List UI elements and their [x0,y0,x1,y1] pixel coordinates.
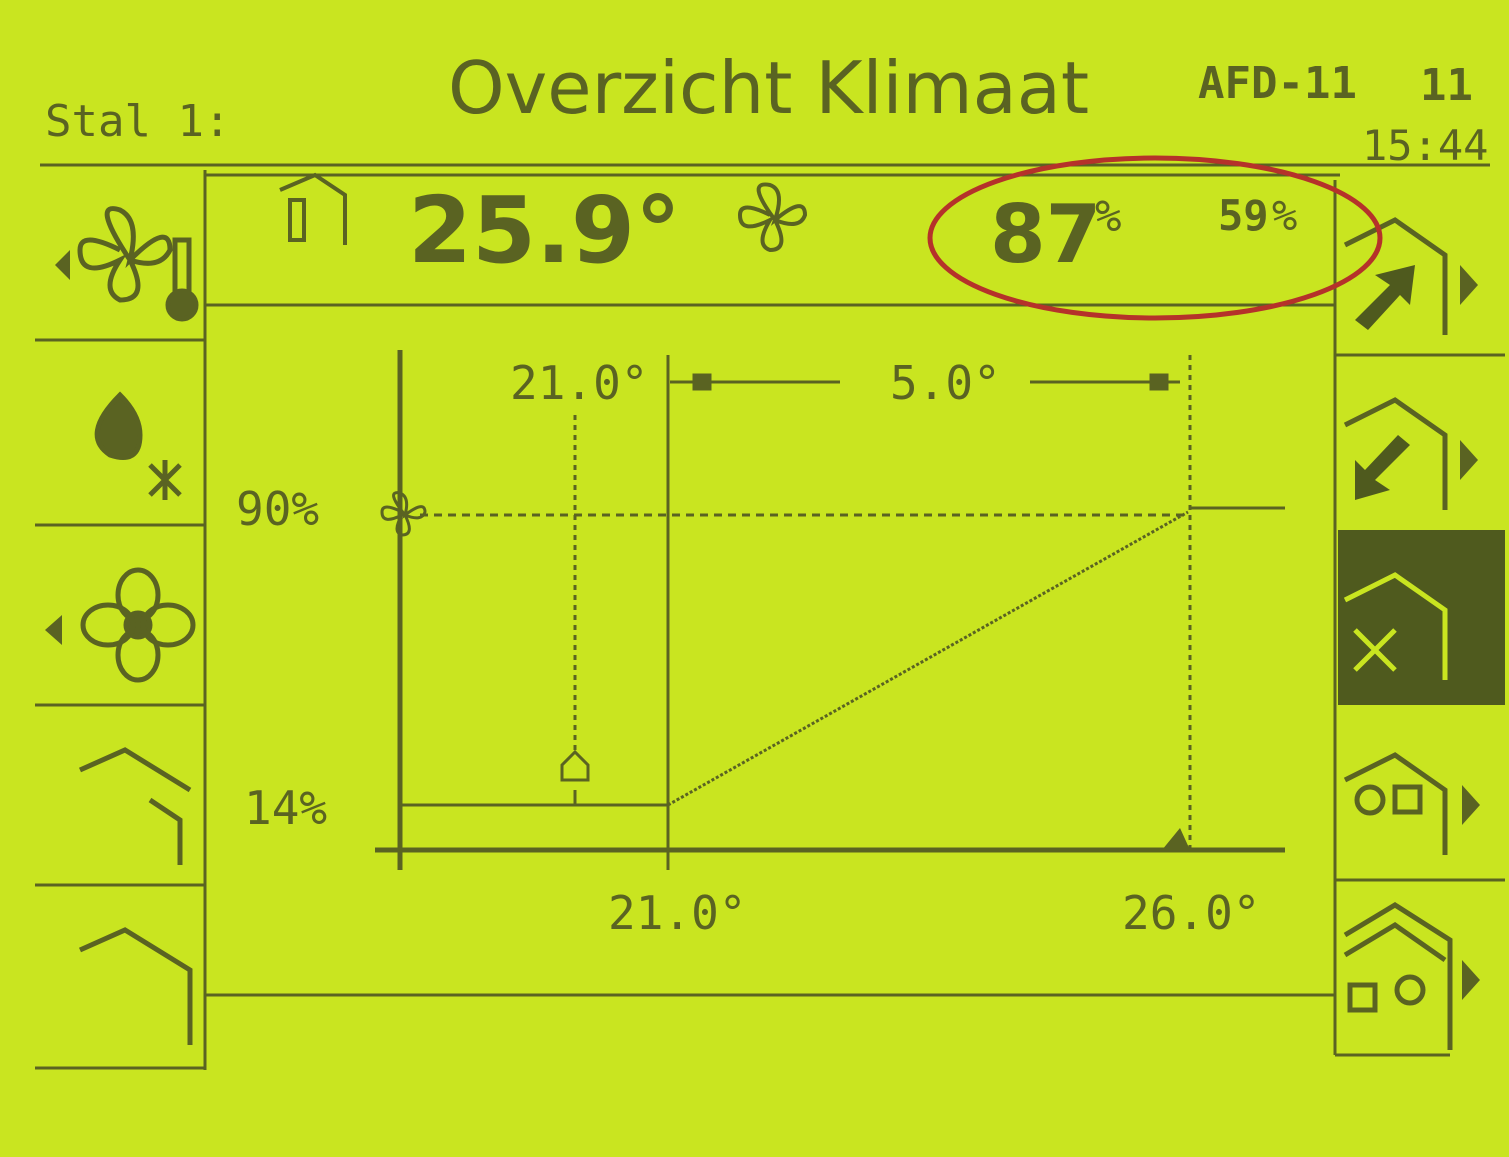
lcd-screen: Stal 1: Overzicht Klimaat AFD-11 11 15:4… [0,0,1509,1157]
active-tab[interactable] [1338,530,1505,705]
humidity-unit: % [1272,195,1297,237]
temperature: 25.9° [408,185,681,277]
humidity-value: 59 [1218,195,1269,237]
ventilation-value: 87 [990,195,1101,275]
ventilation-unit: % [1095,195,1122,239]
screen-graphics [0,0,1509,1157]
x-start-label: 21.0° [608,890,746,936]
x-end-label: 26.0° [1122,890,1260,936]
title: Overzicht Klimaat [448,52,1089,124]
location: Stal 1: [45,100,230,144]
min-ventilation: 14% [244,785,327,831]
max-ventilation: 90% [236,486,319,532]
unit-number: 11 [1420,64,1473,108]
unit: AFD-11 [1198,62,1357,106]
clock: 15:44 [1362,125,1488,167]
bandwidth-start: 21.0° [510,360,648,406]
bandwidth: 5.0° [890,360,1001,406]
